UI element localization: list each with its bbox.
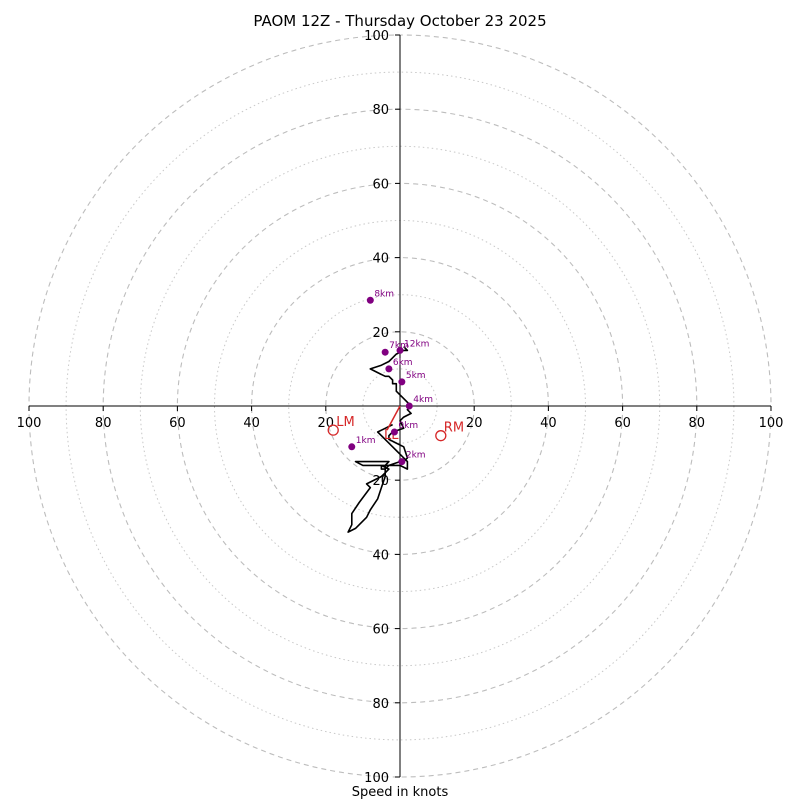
chart-title: PAOM 12Z - Thursday October 23 2025 <box>253 12 546 30</box>
y-tick-label: 60 <box>372 177 389 192</box>
y-tick-label: 80 <box>372 697 389 712</box>
x-ticks: 100 80 60 40 20 20 40 60 80 100 <box>17 406 784 431</box>
x-tick-label: 20 <box>318 416 335 431</box>
x-tick-label: 60 <box>169 416 186 431</box>
height-marker-5km <box>398 378 406 386</box>
height-marker-label: 6km <box>393 358 413 368</box>
height-marker-8km <box>366 296 374 304</box>
x-tick-label: 40 <box>540 416 557 431</box>
storm-motion-label: RM <box>444 421 464 436</box>
height-marker-4km <box>405 402 413 410</box>
wind-profile-trace <box>347 346 412 533</box>
storm-motion-markers: RM LM <box>327 415 464 442</box>
height-marker-0km <box>390 428 398 436</box>
height-marker-1km <box>348 443 356 451</box>
height-marker-label: 8km <box>374 289 394 299</box>
y-tick-label: 100 <box>364 29 389 44</box>
storm-motion-label: LM <box>336 415 354 430</box>
mean-wind-vector <box>386 405 401 431</box>
y-tick-label: 60 <box>372 623 389 638</box>
height-marker-label: 2km <box>406 451 426 461</box>
y-tick-label: 100 <box>364 771 389 786</box>
height-marker-label: 7km <box>389 341 409 351</box>
height-marker-label: 1km <box>356 436 376 446</box>
height-marker-6km <box>385 365 393 373</box>
x-tick-label: 100 <box>759 416 784 431</box>
x-tick-label: 80 <box>689 416 706 431</box>
x-tick-label: 20 <box>466 416 483 431</box>
height-marker-label: 4km <box>413 395 433 405</box>
y-tick-label: 20 <box>372 326 389 341</box>
storm-motion-lm <box>327 424 339 436</box>
height-marker-label: 12km <box>404 339 429 349</box>
x-tick-label: 80 <box>95 416 112 431</box>
x-tick-label: 60 <box>614 416 631 431</box>
storm-motion-rm <box>435 430 447 442</box>
y-tick-label: 40 <box>372 548 389 563</box>
height-marker-2km <box>398 458 406 466</box>
x-tick-label: 40 <box>243 416 260 431</box>
x-axis-label: Speed in knots <box>352 785 449 800</box>
y-tick-label: 80 <box>372 103 389 118</box>
height-marker-label: 0km <box>398 421 418 431</box>
x-tick-label: 100 <box>17 416 42 431</box>
height-marker-label: 5km <box>406 371 426 381</box>
y-tick-label: 40 <box>372 252 389 267</box>
height-marker-7km <box>381 348 389 356</box>
height-marker-12km <box>396 346 404 354</box>
